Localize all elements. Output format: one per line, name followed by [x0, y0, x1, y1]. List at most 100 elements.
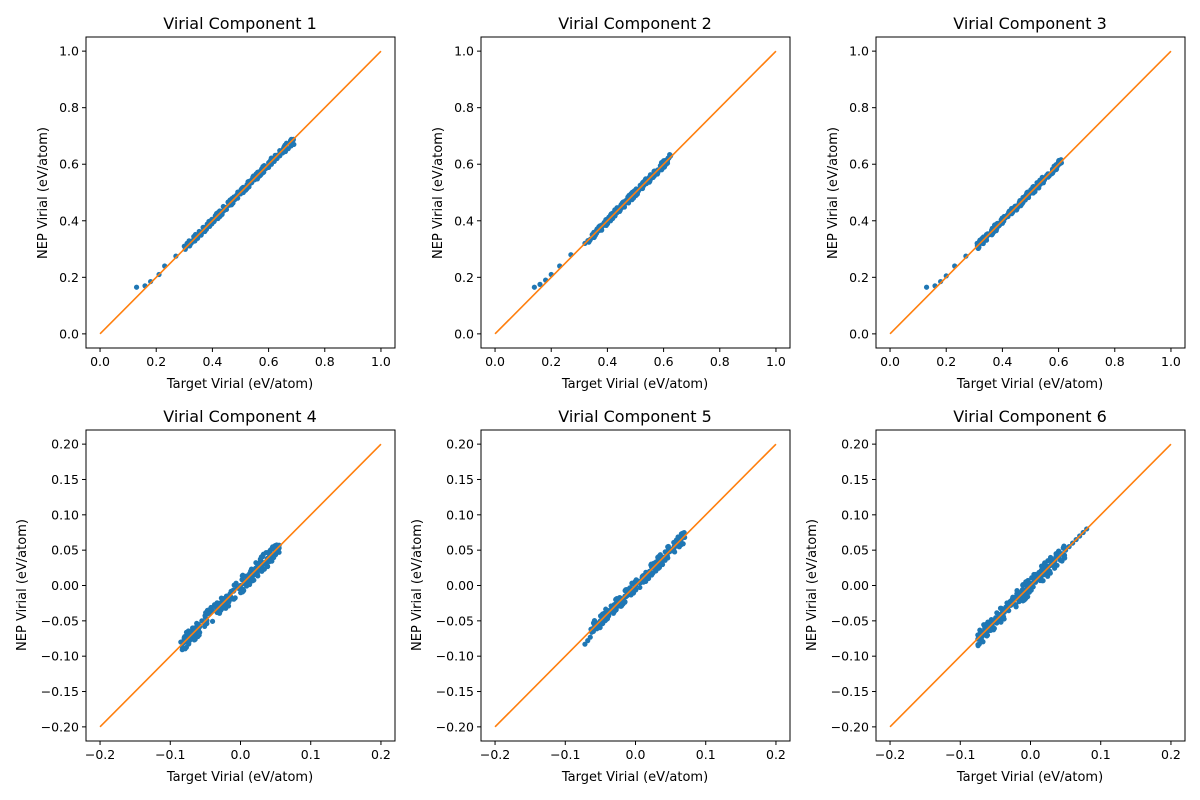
y-tick-label: 0.6 — [454, 157, 474, 172]
x-tick-label: 0.4 — [597, 354, 617, 369]
scatter-point — [996, 613, 1002, 619]
x-tick-label: 0.1 — [1091, 747, 1111, 762]
x-tick-label: 1.0 — [371, 354, 391, 369]
plot-area: 0.0 0.2 0.4 0.6 0.8 1.0 0.0 0.2 0.4 0.6 0.8 1.0 — [59, 36, 396, 369]
scatter-point — [273, 548, 279, 555]
scatter-point — [1045, 573, 1051, 579]
plot-area: −0.2 −0.1 0.0 0.1 0.2 −0.20 −0.15 −0.10 −0.05 0.0… — [436, 429, 791, 762]
x-tick-label: 0.4 — [202, 354, 222, 369]
scatter-point — [204, 620, 210, 627]
x-tick-label: 0.2 — [766, 747, 786, 762]
y-tick-label: −0.10 — [436, 649, 474, 664]
y-tick-label: 0.8 — [454, 100, 474, 115]
scatter-point — [216, 610, 223, 616]
scatter-point — [133, 284, 140, 290]
plot-area: −0.2 −0.1 0.0 0.1 0.2 −0.20 −0.15 −0.10 −0.05 0.0… — [831, 429, 1186, 762]
y-tick-label: 0.2 — [849, 270, 869, 285]
subplot-title: Virial Component 4 — [163, 407, 317, 426]
y-tick-label: 0.0 — [849, 326, 869, 341]
scatter-point — [225, 599, 231, 605]
x-tick-label: 0.0 — [485, 354, 505, 369]
scatter-point — [265, 556, 272, 562]
scatter-point — [637, 584, 643, 591]
scatter-point — [978, 630, 984, 637]
y-tick-label: 0.15 — [446, 472, 474, 487]
x-tick-label: 0.1 — [301, 747, 321, 762]
scatter-point — [1058, 160, 1064, 166]
scatter-point — [537, 281, 543, 287]
scatter-point — [173, 253, 179, 259]
x-tick-label: 0.0 — [1021, 747, 1041, 762]
y-tick-label: −0.05 — [436, 613, 474, 628]
y-tick-label: 0.6 — [59, 157, 79, 172]
y-tick-label: −0.20 — [41, 719, 79, 734]
scatter-point — [258, 557, 264, 564]
y-tick-label: 0.15 — [51, 472, 79, 487]
x-axis-label: Target Virial (eV/atom) — [956, 770, 1103, 785]
subplot-5: Virial Component 5 Target Virial (eV/ato… — [410, 407, 791, 785]
y-tick-label: 1.0 — [849, 44, 869, 59]
y-axis-label: NEP Virial (eV/atom) — [805, 519, 820, 651]
scatter-point — [1005, 213, 1011, 220]
scatter-point — [269, 552, 275, 558]
scatter-point — [630, 194, 636, 200]
scatter-point — [671, 539, 677, 546]
scatter-point — [1039, 578, 1045, 584]
scatter-point — [1013, 205, 1020, 211]
identity-line — [889, 50, 1172, 335]
y-tick-label: −0.10 — [41, 649, 79, 664]
y-tick-label: 0.20 — [446, 437, 474, 452]
x-tick-label: −0.2 — [875, 747, 905, 762]
scatter-point — [989, 620, 995, 626]
scatter-point — [624, 199, 630, 205]
scatter-point — [1003, 606, 1009, 612]
scatter-point — [262, 559, 268, 565]
scatter-point — [230, 588, 237, 594]
y-tick-label: 0.2 — [59, 270, 79, 285]
scatter-point — [987, 627, 994, 633]
plot-area: −0.2 −0.1 0.0 0.1 0.2 −0.20 −0.15 −0.10 −0.05 0.0… — [41, 429, 396, 762]
scatter-point — [999, 609, 1006, 615]
scatter-point — [658, 165, 664, 172]
scatter-point — [240, 586, 246, 592]
y-tick-label: 0.10 — [51, 507, 79, 522]
scatter-point — [209, 219, 216, 225]
x-tick-label: 0.1 — [696, 747, 716, 762]
scatter-point — [1006, 602, 1013, 608]
scatter-point — [980, 639, 986, 645]
y-tick-label: 1.0 — [454, 44, 474, 59]
scatter-point — [148, 278, 154, 285]
x-tick-label: 0.8 — [710, 354, 730, 369]
x-tick-label: 0.2 — [1161, 747, 1181, 762]
scatter-point — [963, 253, 969, 259]
scatter-point — [590, 233, 596, 239]
scatter-point — [1024, 590, 1030, 597]
y-tick-label: 0.4 — [849, 213, 869, 228]
y-axis-label: NEP Virial (eV/atom) — [826, 127, 841, 259]
x-tick-label: 0.0 — [231, 747, 251, 762]
scatter-point — [196, 630, 202, 636]
scatter-point — [258, 563, 265, 569]
x-tick-label: 0.2 — [541, 354, 561, 369]
scatter-point — [192, 233, 199, 239]
scatter-point — [997, 605, 1004, 611]
scatter-point — [985, 623, 991, 630]
plot-area: 0.0 0.2 0.4 0.6 0.8 1.0 0.0 0.2 0.4 0.6 0.8 1.0 — [849, 36, 1186, 369]
scatter-point — [248, 566, 255, 572]
y-tick-label: 0.00 — [446, 578, 474, 593]
x-axis-label: Target Virial (eV/atom) — [561, 377, 708, 392]
scatter-point — [251, 570, 258, 576]
x-tick-label: 0.2 — [936, 354, 956, 369]
y-tick-label: 0.10 — [446, 507, 474, 522]
identity-line — [494, 50, 777, 335]
scatter-point — [1017, 592, 1023, 598]
scatter-point — [668, 153, 674, 159]
scatter-point — [923, 284, 930, 290]
subplot-3: Virial Component 3 Target Virial (eV/ato… — [826, 14, 1186, 392]
x-tick-label: 0.2 — [146, 354, 166, 369]
scatter-point — [209, 618, 216, 624]
scatter-point — [585, 638, 591, 644]
scatter-point — [1050, 168, 1056, 174]
